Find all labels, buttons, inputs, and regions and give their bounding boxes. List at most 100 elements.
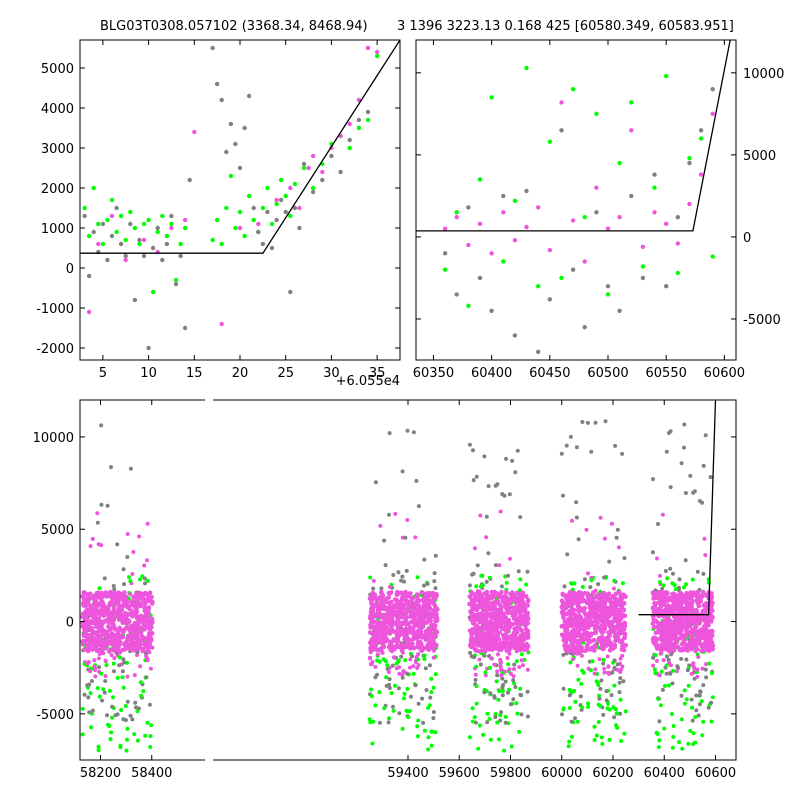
data-point (493, 563, 498, 568)
data-point (93, 643, 98, 649)
data-point (356, 117, 362, 123)
data-point (347, 137, 352, 143)
data-point (432, 571, 437, 576)
data-point (481, 619, 487, 625)
data-point (375, 652, 380, 657)
data-point (618, 656, 623, 661)
data-point (120, 675, 125, 680)
data-point (561, 607, 566, 612)
data-point (110, 715, 115, 720)
data-point (599, 630, 605, 635)
data-point (138, 591, 144, 597)
data-point (504, 630, 510, 635)
data-point (596, 720, 601, 724)
data-point (513, 685, 518, 689)
data-point (431, 685, 436, 690)
data-point (96, 748, 101, 753)
data-point (412, 623, 417, 629)
data-point (520, 590, 525, 595)
data-point (484, 595, 489, 601)
data-point (99, 502, 104, 507)
data-point (572, 612, 578, 618)
data-point (81, 590, 87, 595)
data-point (80, 639, 85, 644)
data-point (580, 585, 585, 589)
data-point (488, 603, 494, 609)
data-point (87, 637, 92, 642)
data-point (671, 600, 676, 606)
data-point (584, 527, 589, 532)
data-point (670, 745, 675, 750)
data-point (568, 434, 573, 439)
data-point (136, 706, 141, 711)
data-point (613, 591, 619, 596)
data-point (679, 642, 684, 647)
data-point (615, 667, 620, 672)
data-point (489, 656, 494, 661)
data-point (383, 628, 389, 633)
data-point (476, 602, 482, 607)
x-tick-label: 58200 (80, 766, 121, 781)
data-point (612, 665, 617, 670)
data-point (475, 642, 480, 648)
data-point (606, 670, 611, 675)
data-point (143, 581, 147, 586)
data-point (237, 225, 243, 231)
data-point (666, 657, 671, 662)
data-point (684, 629, 689, 634)
data-point (524, 224, 529, 230)
data-point (657, 646, 663, 651)
data-point (138, 680, 143, 685)
data-point (559, 598, 565, 603)
data-point (700, 589, 706, 595)
data-point (585, 642, 590, 648)
data-point (182, 217, 188, 223)
data-point (91, 229, 96, 235)
data-point (698, 136, 704, 141)
data-point (697, 595, 702, 600)
data-point (568, 660, 573, 665)
data-point (306, 165, 311, 171)
data-point (569, 719, 574, 724)
data-point (427, 628, 432, 634)
data-point (400, 675, 405, 680)
data-point (561, 493, 565, 498)
data-point (596, 636, 602, 641)
data-point (597, 693, 601, 698)
data-point (679, 461, 684, 466)
data-point (410, 654, 415, 659)
data-point (467, 643, 473, 648)
data-point (574, 445, 579, 450)
data-point (589, 668, 593, 673)
data-point (484, 579, 489, 584)
data-point (469, 636, 474, 642)
data-point (571, 647, 577, 653)
data-point (472, 630, 478, 636)
data-point (659, 603, 664, 608)
data-point (567, 693, 572, 698)
data-point (148, 666, 153, 671)
data-point (497, 563, 502, 568)
data-point (651, 663, 656, 668)
data-point (651, 655, 656, 660)
data-point (658, 703, 663, 708)
data-point (494, 590, 499, 596)
data-point (687, 156, 692, 161)
data-point (375, 658, 380, 663)
data-point (656, 522, 660, 526)
axes-frame (415, 39, 737, 361)
data-point (242, 125, 247, 131)
data-point (484, 592, 490, 597)
data-point (677, 626, 683, 631)
data-point (274, 197, 279, 203)
data-point (478, 513, 483, 518)
data-point (433, 553, 438, 558)
data-point (692, 489, 697, 494)
data-point (81, 601, 86, 606)
data-point (640, 264, 646, 269)
data-point (469, 630, 474, 635)
data-point (619, 647, 625, 652)
data-point (675, 644, 681, 650)
data-point (570, 581, 575, 586)
data-point (510, 590, 515, 595)
